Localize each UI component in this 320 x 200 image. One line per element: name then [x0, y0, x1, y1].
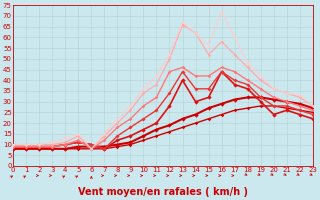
- X-axis label: Vent moyen/en rafales ( km/h ): Vent moyen/en rafales ( km/h ): [78, 187, 248, 197]
